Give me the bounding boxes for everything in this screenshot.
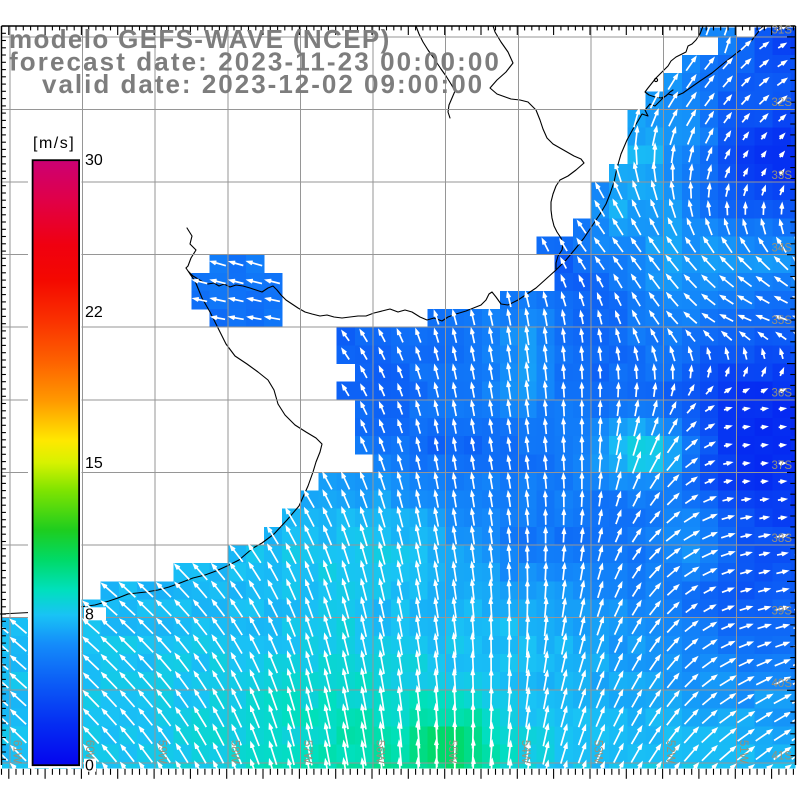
svg-text:61W: 61W: [10, 740, 22, 764]
svg-text:41S: 41S: [772, 751, 793, 763]
svg-text:55W: 55W: [446, 740, 458, 764]
svg-text:40S: 40S: [772, 678, 793, 690]
svg-text:35S: 35S: [772, 315, 793, 327]
svg-text:8: 8: [85, 606, 94, 623]
svg-text:38S: 38S: [772, 533, 793, 545]
svg-text:57W: 57W: [301, 740, 313, 764]
svg-text:34S: 34S: [772, 242, 793, 254]
svg-text:58W: 58W: [228, 740, 240, 764]
svg-text:60W: 60W: [83, 740, 95, 764]
svg-text:52W: 52W: [664, 740, 676, 764]
svg-text:30: 30: [85, 152, 103, 169]
svg-text:39S: 39S: [772, 605, 793, 617]
svg-text:0: 0: [85, 758, 94, 775]
svg-text:56W: 56W: [374, 740, 386, 764]
svg-text:37S: 37S: [772, 460, 793, 472]
svg-text:59W: 59W: [156, 740, 168, 764]
svg-text:36S: 36S: [772, 388, 793, 400]
svg-text:53W: 53W: [592, 740, 604, 764]
svg-text:22: 22: [85, 304, 103, 321]
svg-text:51W: 51W: [737, 740, 749, 764]
svg-text:33S: 33S: [772, 170, 793, 182]
svg-text:54W: 54W: [519, 740, 531, 764]
svg-text:forecast date: 2023-11-23 00:0: forecast date: 2023-11-23 00:00:00: [9, 47, 501, 77]
svg-text:[m/s]: [m/s]: [33, 135, 75, 152]
svg-text:valid date: 2023-12-02 09:00:0: valid date: 2023-12-02 09:00:00: [42, 69, 484, 99]
svg-text:32S: 32S: [772, 97, 793, 109]
svg-text:31S: 31S: [772, 25, 793, 37]
svg-text:15: 15: [85, 455, 103, 472]
svg-text:modelo GEFS-WAVE (NCEP): modelo GEFS-WAVE (NCEP): [9, 24, 391, 54]
